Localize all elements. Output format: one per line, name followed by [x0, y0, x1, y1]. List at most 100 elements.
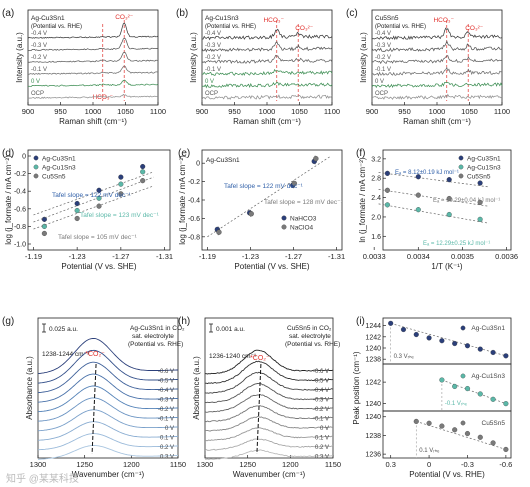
arrhenius-data-point-f: [446, 195, 452, 202]
peak-position-data-point-i: [426, 335, 432, 341]
raman-y-axis-label-a: Intensity (a.u.): [15, 32, 24, 83]
tafel-slope-annotation-e: Tafel slope = 122 mV dec⁻¹: [224, 183, 304, 190]
peak-position-data-point-i: [477, 346, 483, 352]
tafel-y-d-tick-label: 0: [22, 154, 26, 161]
ir-series-label-g: -0.6 V: [158, 369, 174, 375]
tafel-y-d-tick-label: -0.2: [14, 171, 26, 178]
ir-spectrum-g: [37, 397, 178, 422]
ir-peak-guide-g: [91, 363, 97, 455]
raman-spectrum-c: [371, 40, 503, 53]
peak-position-y-tick-label-i: 1240: [365, 414, 381, 421]
peak-position-subplot-frame-i: [382, 410, 512, 459]
arrhenius-data-point-f: [446, 177, 452, 183]
raman-x-axis-label-a: Raman shift (cm⁻¹): [59, 117, 127, 126]
tafel-x-e-tick-label: -1.23: [242, 252, 259, 261]
tafel-y-d-tick-label: -0.8: [14, 224, 26, 231]
peak-position-data-point-i: [490, 349, 496, 356]
peak-position-x-axis-label-i: Potential (V vs. RHE): [409, 470, 485, 479]
raman-sample-title-c: Cu5Sn5: [375, 15, 399, 22]
tafel-slope-annotation-d: Tafel slope = 123 mV dec⁻¹: [80, 212, 160, 219]
ir-x-axis-label-g: Wavenumber (cm⁻¹): [72, 470, 145, 479]
raman-spectrum-c: [371, 93, 503, 100]
ir-scale-label-g: 0.025 a.u.: [49, 326, 78, 333]
raman-sample-title-b: Ag-Cu1Sn3: [205, 15, 239, 22]
ir-series-label-h: 0 V: [320, 426, 329, 432]
ir-peak-annotation-h: *CO₂⁻: [250, 355, 270, 362]
raman-spectrum-a: [28, 79, 159, 87]
raman-spectrum-b: [201, 94, 333, 100]
raman-spectrum-c: [371, 27, 503, 41]
raman-x-axis-label-c: Raman shift (cm⁻¹): [403, 117, 471, 126]
ir-spectrum-g: [37, 445, 178, 460]
onset-label-i: -0.1 Vᵣₕₑ: [445, 401, 468, 407]
raman-series-label-a: -0.3 V: [31, 43, 47, 49]
ir-series-label-h: -0.6 V: [313, 369, 329, 375]
arrhenius-data-point-f: [446, 211, 452, 218]
ir-series-label-h: -0.3 V: [313, 398, 329, 404]
ir-sample-subtitle-g: sat. electrolyte: [132, 333, 174, 340]
raman-sample-title-a: Ag-Cu3Sn1: [31, 15, 65, 22]
arrhenius-ea-annotation-f: Eₐ = 10.29±0.04 kJ mol⁻¹: [433, 198, 500, 204]
peak-position-x-i-tick-label: 0.3: [385, 460, 395, 469]
raman-annotation-hco3-b: HCO₃⁻: [263, 17, 284, 24]
raman-series-label-c: -0.1 V: [375, 67, 391, 73]
arrhenius-x-f-tick-label: 0.0035: [451, 252, 474, 261]
peak-position-legend-i: Ag-Cu3Sn1: [471, 325, 505, 332]
onset-label-i: 0.3 Vᵣₕₑ: [394, 354, 415, 360]
ir-plot-frame-h: [204, 317, 334, 459]
ir-plot-frame-g: [37, 317, 179, 459]
tafel-y-e-tick-label: -0.8: [188, 234, 200, 241]
tafel-slope-annotation-d: Tafel slope = 105 mV dec⁻¹: [58, 234, 138, 241]
ir-spectrum-g: [37, 349, 178, 384]
ir-spectrum-h: [204, 438, 334, 451]
raman-spectrum-c: [371, 81, 503, 89]
raman-spectrum-a: [27, 51, 159, 63]
raman-x-axis-label-b: Raman shift (cm⁻¹): [233, 117, 301, 126]
peak-position-y-tick-label-i: 1236: [365, 452, 381, 459]
raman-series-label-a: 0 V: [31, 79, 40, 85]
tafel-data-point-d: [140, 169, 146, 175]
peak-position-x-i-tick-label: 0: [427, 460, 431, 469]
ir-spectrum-g: [37, 433, 178, 451]
ir-series-label-g: 0.3 V: [160, 455, 174, 461]
peak-position-data-point-i: [400, 326, 407, 333]
peak-position-y-tick-label-i: 1240: [365, 346, 381, 353]
tafel-y-e-tick-label: -0.4: [188, 198, 200, 205]
ir-series-label-g: -0.3 V: [158, 398, 174, 404]
arrhenius-fit-line-f: [378, 203, 489, 224]
panel-label-c: (c): [346, 8, 358, 19]
arrhenius-fit-line-f: [378, 189, 489, 207]
raman-annotation-hco3-c: HCO₃⁻: [433, 17, 454, 24]
ir-series-label-h: -0.5 V: [313, 379, 329, 385]
raman-series-label-c: -0.4 V: [375, 31, 391, 37]
tafel-legend-label-e: NaClO4: [290, 225, 314, 232]
arrhenius-legend-marker-f: [458, 155, 464, 161]
tafel-y-e-tick-label: -0.6: [188, 216, 200, 223]
ir-series-label-h: -0.2 V: [313, 407, 329, 413]
tafel-x-d-tick-label: -1.23: [69, 252, 86, 261]
raman-series-label-c: -0.3 V: [375, 43, 391, 49]
arrhenius-y-f-tick-label: 2.4: [371, 195, 381, 202]
raman-series-label-c: -0.2 V: [375, 55, 391, 61]
ir-scale-label-h: 0.001 a.u.: [216, 326, 245, 333]
ir-x-g-tick-label: 1200: [123, 460, 140, 469]
ir-spectrum-h: [204, 393, 334, 413]
arrhenius-ea-annotation-f: Eₐ = 12.29±0.25 kJ mol⁻¹: [423, 241, 490, 247]
arrhenius-y-axis-label-f: ln (j_formate / mA cm⁻²): [358, 157, 367, 242]
raman-x-a-tick-label: 1000: [85, 107, 102, 116]
ir-series-label-g: -0.2 V: [158, 407, 174, 413]
arrhenius-legend-marker-f: [458, 173, 464, 179]
ir-spectrum-h: [205, 360, 334, 385]
ir-series-label-h: -0.1 V: [313, 417, 329, 423]
raman-spectrum-c: [371, 55, 503, 65]
peak-position-legend-i: Ag-Cu1Sn3: [471, 373, 505, 380]
tafel-data-point-e: [313, 155, 319, 162]
tafel-slope-annotation-d: Tafel slope = 122 mV dec⁻¹: [52, 192, 132, 199]
arrhenius-y-f-tick-label: 3.2: [371, 156, 381, 163]
arrhenius-fit-line-f: [378, 172, 489, 188]
raman-y-axis-label-c: Intensity (a.u.): [359, 32, 368, 83]
arrhenius-x-axis-label-f: 1/T (K⁻¹): [431, 262, 463, 271]
tafel-y-axis-label-e: log (j_formate / mA cm⁻²): [178, 155, 187, 245]
peak-position-data-point-i: [477, 434, 483, 440]
